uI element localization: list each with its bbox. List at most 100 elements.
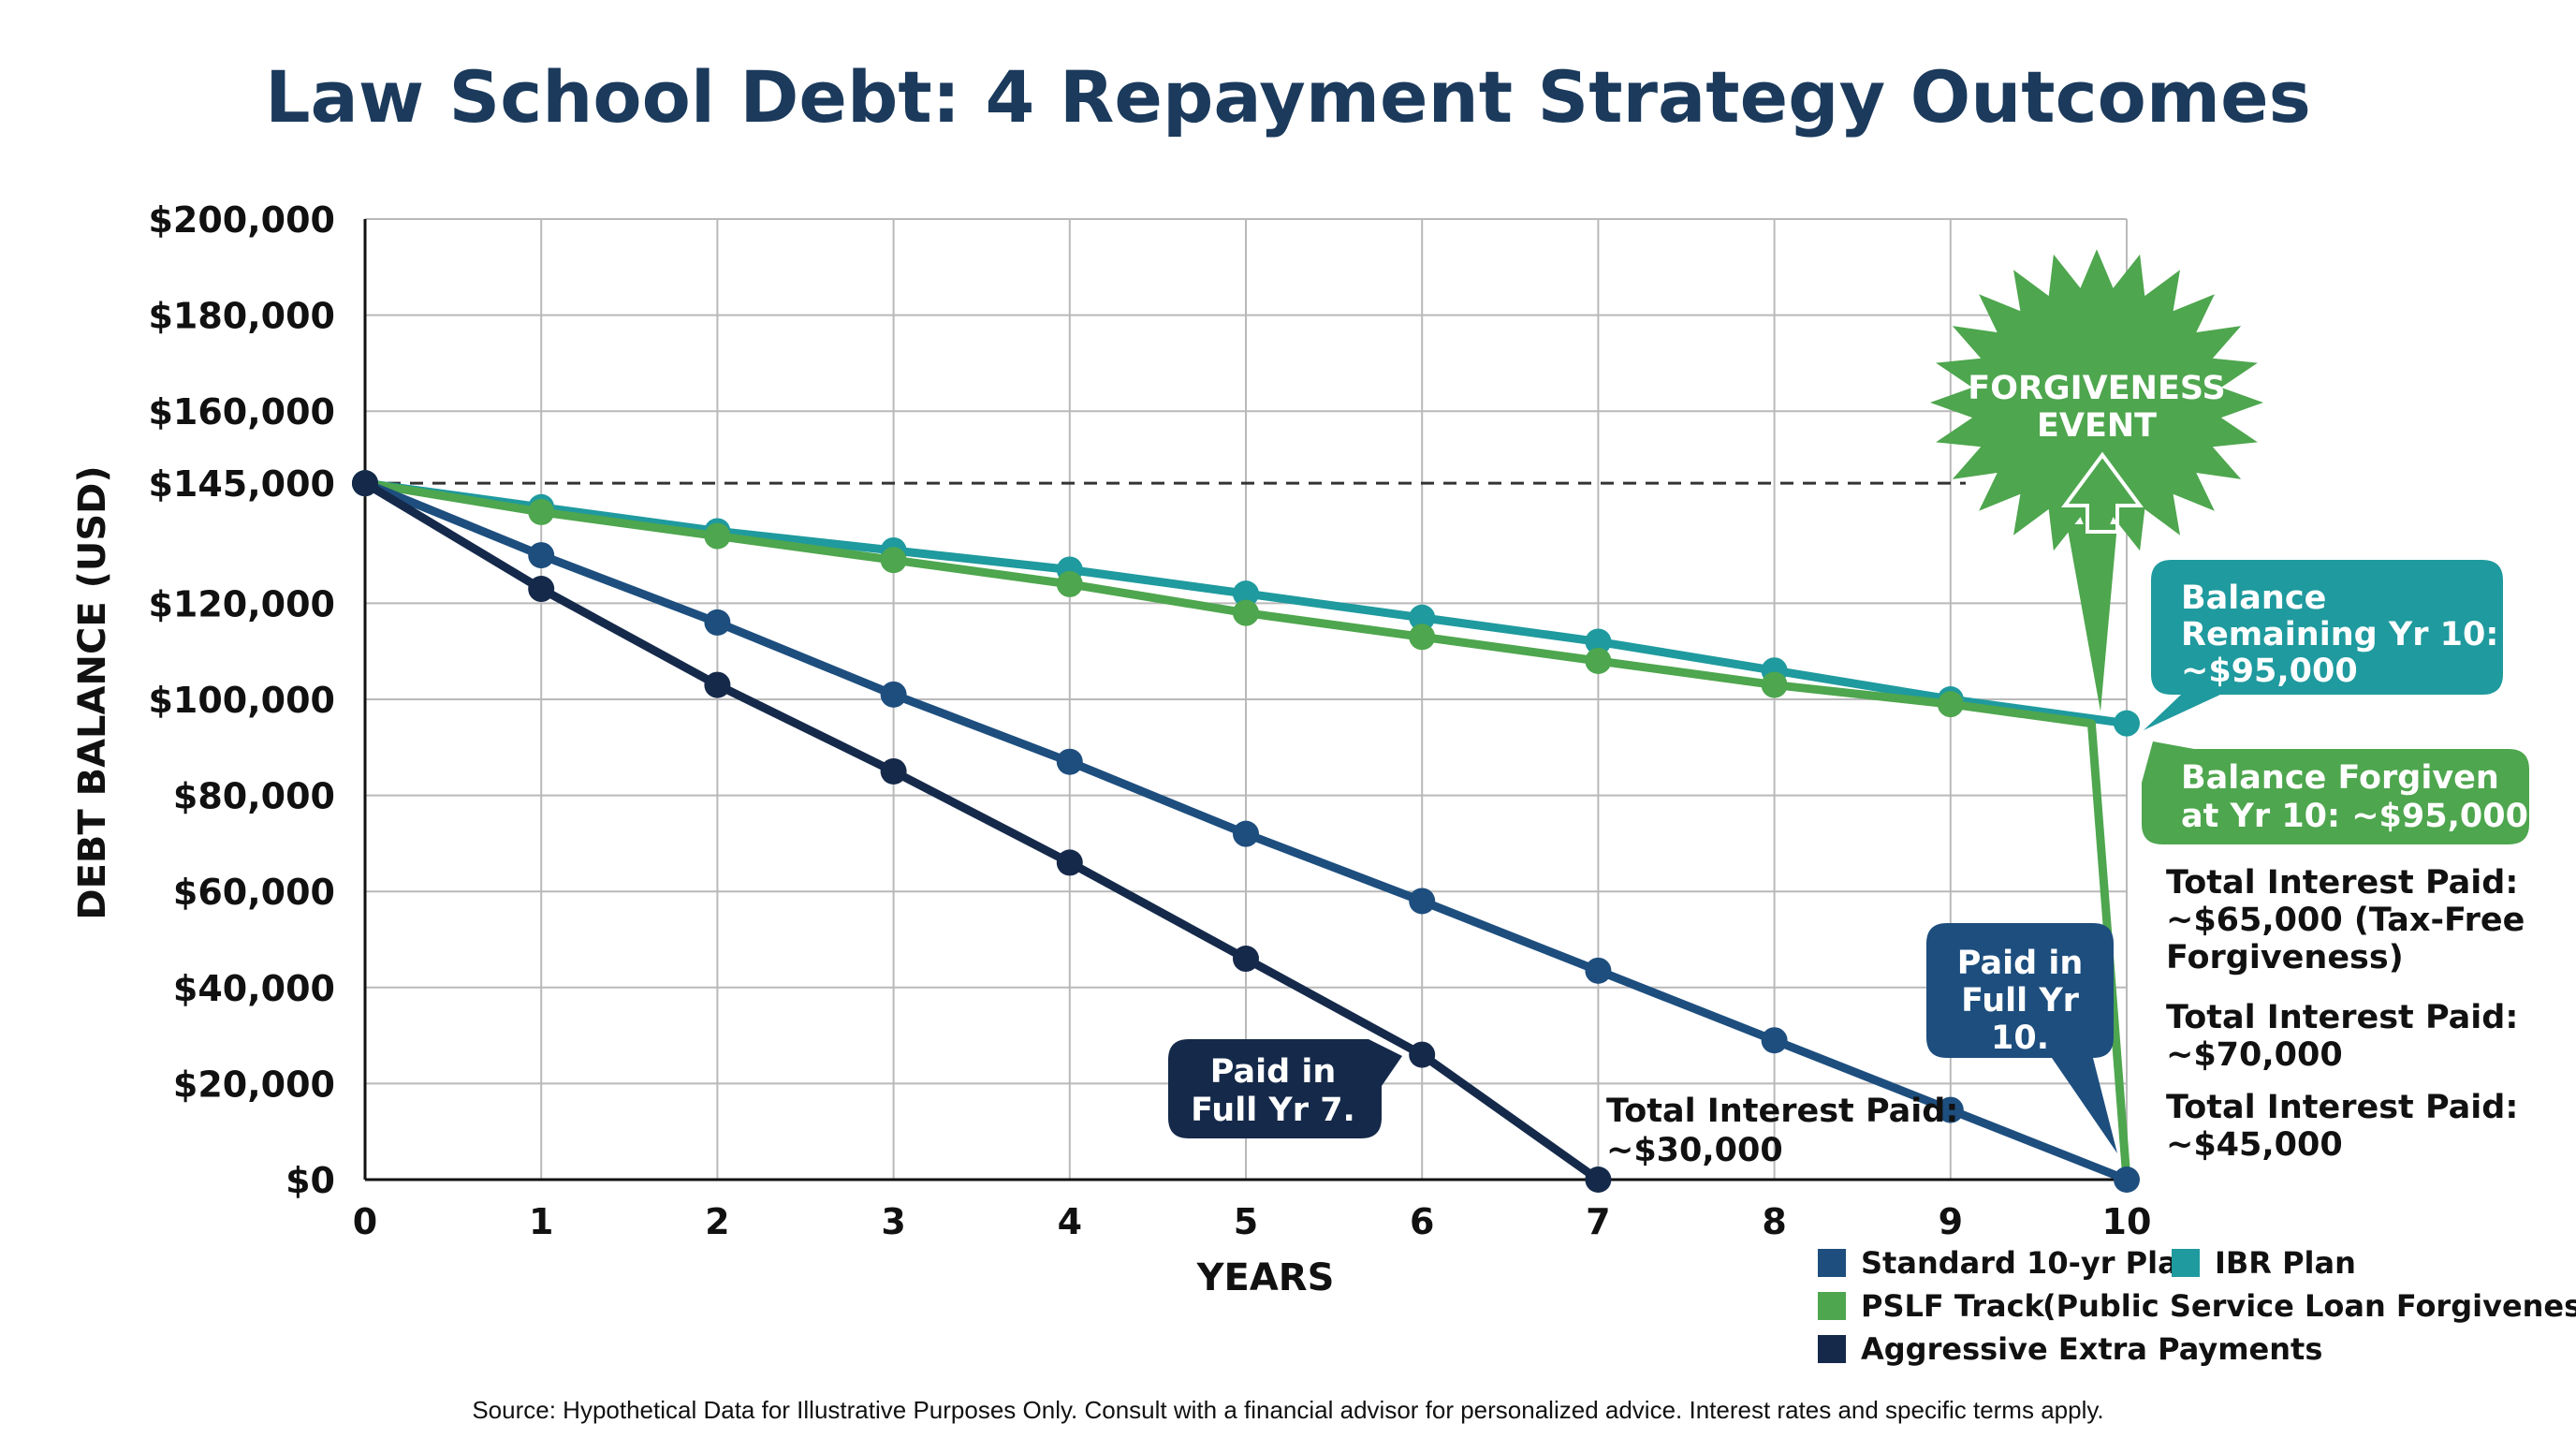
x-axis-label: YEARS — [1196, 1256, 1335, 1299]
y-tick-label: $0 — [285, 1160, 335, 1201]
data-point — [880, 757, 907, 785]
y-tick-label: $80,000 — [173, 776, 335, 817]
interest-aggressive-note: Total Interest Paid: ~$30,000 — [1606, 1093, 1958, 1169]
interest-standard-note: Total Interest Paid: ~$45,000 — [2166, 1089, 2518, 1164]
y-tick-label: $200,000 — [148, 199, 335, 241]
data-point — [1056, 748, 1083, 775]
forgiveness-starburst — [1930, 249, 2263, 556]
series-line — [360, 478, 2131, 1184]
legend-swatch — [1818, 1292, 1846, 1320]
interest-ibr-note: Total Interest Paid: ~$70,000 — [2166, 999, 2518, 1074]
forgiveness-badge-text-line: FORGIVENESS — [1968, 370, 2225, 407]
interest-pslf-note-line: ~$65,000 (Tax-Free — [2166, 902, 2525, 939]
standard-paid-text-line: 10. — [1991, 1020, 2049, 1057]
data-point — [1585, 1167, 1612, 1193]
data-point — [1937, 691, 1964, 718]
legend-label: IBR Plan — [2215, 1245, 2356, 1281]
x-tick-label: 0 — [353, 1201, 377, 1242]
data-point — [528, 576, 555, 603]
data-point — [1761, 671, 1788, 698]
x-tick-label: 8 — [1762, 1201, 1786, 1242]
y-tick-label: $145,000 — [148, 463, 335, 505]
data-point — [704, 671, 731, 698]
chart-title: Law School Debt: 4 Repayment Strategy Ou… — [265, 55, 2311, 139]
interest-pslf-note-line: Total Interest Paid: — [2166, 864, 2518, 902]
ibr-balance-text-line: Balance — [2181, 580, 2326, 617]
data-point — [1761, 1027, 1788, 1054]
grid — [364, 218, 2128, 1181]
data-point — [2114, 710, 2140, 737]
data-point — [704, 522, 731, 550]
ibr-balance-text: Balance Remaining Yr 10: ~$95,000 — [2181, 580, 2498, 690]
pslf-forgiven-text: Balance Forgiven at Yr 10: ~$95,000 — [2181, 759, 2528, 835]
data-point — [1585, 647, 1612, 674]
data-point — [1056, 570, 1083, 597]
aggressive-paid-text-line: Full Yr 7. — [1191, 1092, 1355, 1129]
standard-paid-text-line: Full Yr — [1961, 982, 2080, 1020]
data-point — [1937, 1096, 1964, 1123]
legend-label: PSLF Track — [1861, 1288, 2045, 1324]
legend-swatch — [2172, 1249, 2200, 1277]
forgiveness-badge-text-line: EVENT — [2037, 407, 2157, 445]
aggressive-paid-text-line: Paid in — [1210, 1053, 1336, 1091]
legend: Standard 10-yr Plan IBR Plan PSLF Track(Pu… — [1818, 1245, 2576, 1367]
legend-swatch — [1818, 1249, 1846, 1277]
forgiveness-pointer — [2067, 524, 2117, 712]
x-tick-label: 7 — [1586, 1201, 1610, 1242]
interest-ibr-note-line: ~$70,000 — [2166, 1036, 2343, 1074]
data-point — [1585, 628, 1612, 655]
data-point — [1233, 820, 1259, 847]
data-point — [1233, 599, 1259, 626]
legend-label: Aggressive Extra Payments — [1861, 1331, 2322, 1367]
x-tick-label: 4 — [1058, 1201, 1082, 1242]
x-tick-label: 1 — [529, 1201, 553, 1242]
forgiveness-arrow-icon — [2061, 451, 2144, 534]
legend-note: (Public Service Loan Forgiveness) — [2042, 1288, 2576, 1324]
data-point — [1409, 624, 1436, 651]
interest-standard-note-line: Total Interest Paid: — [2166, 1089, 2518, 1126]
x-tick-label: 9 — [1939, 1201, 1963, 1242]
y-axis-label: DEBT BALANCE (USD) — [71, 465, 114, 919]
x-tick-label: 3 — [881, 1201, 905, 1242]
interest-pslf-note-line: Forgiveness) — [2166, 939, 2404, 976]
data-point — [2114, 1167, 2140, 1193]
data-point — [1233, 580, 1259, 608]
aggressive-paid-bubble — [1168, 1039, 1402, 1138]
ibr-balance-text-line: Remaining Yr 10: — [2181, 616, 2498, 653]
y-tick-label: $40,000 — [173, 968, 335, 1009]
data-point — [1409, 888, 1436, 915]
data-point — [528, 542, 555, 569]
standard-paid-text-line: Paid in — [1957, 945, 2083, 982]
series-layer — [352, 470, 2140, 1193]
source-note: Source: Hypothetical Data for Illustrati… — [472, 1396, 2103, 1424]
forgiveness-badge-text: FORGIVENESS EVENT — [1968, 370, 2225, 445]
ibr-balance-text-line: ~$95,000 — [2181, 653, 2358, 690]
data-point — [1409, 1041, 1436, 1068]
data-point — [704, 609, 731, 636]
data-point — [1233, 946, 1259, 973]
legend-label: Standard 10-yr Plan — [1861, 1245, 2199, 1281]
pslf-forgiven-text-line: Balance Forgiven — [2181, 759, 2499, 797]
data-point — [1585, 957, 1612, 984]
y-tick-label: $100,000 — [148, 680, 335, 721]
data-point — [1409, 604, 1436, 631]
interest-standard-note-line: ~$45,000 — [2166, 1126, 2343, 1164]
interest-pslf-note: Total Interest Paid: ~$65,000 (Tax-Free Fo… — [2166, 864, 2525, 976]
aggressive-paid-text: Paid in Full Yr 7. — [1191, 1053, 1355, 1129]
y-tick-label: $180,000 — [148, 296, 335, 337]
data-point — [880, 547, 907, 574]
y-tick-label: $120,000 — [148, 583, 335, 624]
x-tick-label: 5 — [1234, 1201, 1258, 1242]
legend-swatch — [1818, 1335, 1846, 1363]
interest-aggressive-note-line: ~$30,000 — [1606, 1132, 1783, 1169]
y-tick-label: $160,000 — [148, 391, 335, 433]
data-point — [880, 681, 907, 708]
pslf-forgiven-bubble — [2142, 741, 2529, 844]
data-point — [1056, 849, 1083, 876]
x-tick-label: 2 — [705, 1201, 729, 1242]
x-tick-label: 6 — [1410, 1201, 1434, 1242]
interest-aggressive-note-line: Total Interest Paid: — [1606, 1093, 1958, 1130]
pslf-forgiven-text-line: at Yr 10: ~$95,000 — [2181, 798, 2528, 835]
